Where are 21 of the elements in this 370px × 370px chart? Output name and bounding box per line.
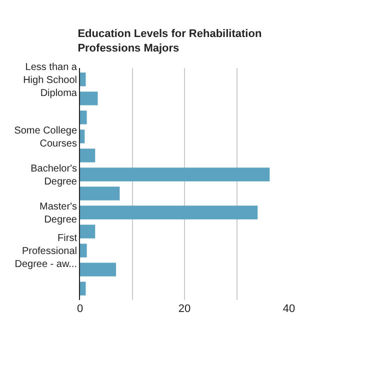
chart-title: Education Levels for Rehabilitation Professions Majors bbox=[78, 28, 262, 54]
bar bbox=[80, 282, 86, 296]
bar bbox=[80, 148, 96, 162]
x-tick-label: 40 bbox=[282, 303, 296, 315]
y-tick-label: Some College Courses bbox=[14, 125, 78, 150]
bar bbox=[80, 110, 87, 124]
x-tick-label: 20 bbox=[178, 303, 191, 315]
y-tick-label: Bachelor's Degree bbox=[30, 163, 78, 188]
bar bbox=[80, 168, 270, 182]
bar bbox=[80, 72, 86, 86]
bar bbox=[80, 130, 85, 144]
bar bbox=[80, 186, 120, 200]
bar bbox=[80, 206, 258, 220]
bar bbox=[80, 244, 87, 258]
y-tick-label: Master's Degree bbox=[40, 202, 78, 226]
bar bbox=[80, 224, 96, 238]
y-tick-label: Less than a High School Diploma bbox=[23, 62, 78, 99]
bar bbox=[80, 92, 98, 106]
y-tick-label: First Professional Degree - aw... bbox=[14, 233, 78, 270]
x-tick-label: 0 bbox=[76, 303, 84, 315]
bar bbox=[80, 262, 116, 276]
